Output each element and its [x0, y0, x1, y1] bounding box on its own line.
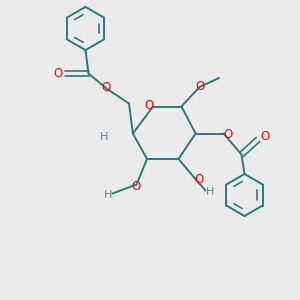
Text: O: O [101, 81, 110, 94]
Text: O: O [53, 67, 62, 80]
Text: O: O [260, 130, 269, 143]
Text: H: H [104, 190, 112, 200]
Text: O: O [196, 80, 205, 93]
Text: H: H [206, 187, 214, 197]
Text: O: O [145, 99, 154, 112]
Text: O: O [195, 172, 204, 186]
Text: H: H [100, 131, 109, 142]
Text: O: O [224, 128, 232, 141]
Text: O: O [131, 180, 140, 194]
